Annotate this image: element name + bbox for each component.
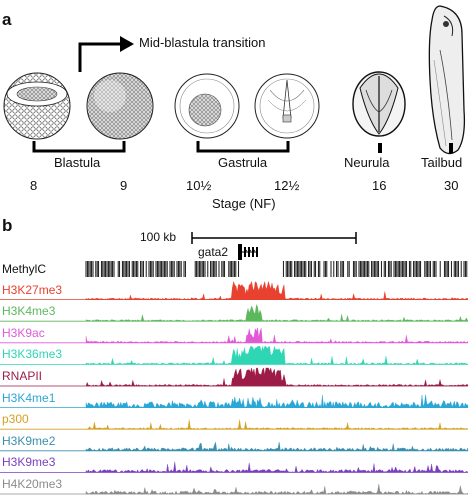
stage-number-10-5: 10½ (186, 178, 212, 193)
track-label-h3k9ac: H3K9ac (2, 325, 45, 340)
group-label-tailbud: Tailbud (421, 155, 463, 170)
embryo-stage-12-5 (254, 73, 320, 139)
panel-b-letter: b (2, 216, 13, 235)
track-signal-h4k20me3 (85, 483, 469, 495)
scale-bar-label: 100 kb (140, 230, 177, 244)
group-label-neurula: Neurula (344, 155, 390, 170)
methylc-track (85, 261, 468, 277)
track-signal-h3k4me1 (85, 394, 469, 409)
blastula-bracket (32, 141, 126, 153)
embryo-stage-30 (428, 5, 466, 155)
group-label-gastrula: Gastrula (218, 155, 268, 170)
embryo-stage-8 (3, 72, 71, 140)
track-signal-h3k36me3 (85, 345, 469, 365)
stage-number-30: 30 (444, 178, 459, 193)
panel-a-letter: a (2, 10, 12, 29)
track-label-h3k9me3: H3K9me3 (2, 455, 56, 470)
embryo-stage-9 (86, 72, 154, 140)
stage-number-9: 9 (120, 178, 128, 193)
track-signal-rnapii (85, 367, 469, 387)
track-label-h3k27me3: H3K27me3 (2, 282, 63, 297)
track-signal-h3k9ac (85, 327, 469, 344)
track-signal-h3k9me3 (85, 461, 469, 473)
group-label-blastula: Blastula (54, 155, 101, 170)
stage-number-16: 16 (372, 178, 387, 193)
stage-number-8: 8 (30, 178, 38, 193)
gene-label: gata2 (198, 245, 229, 259)
track-label-h3k4me1: H3K4me1 (2, 390, 56, 405)
scale-bar (191, 232, 357, 244)
stage-axis-label: Stage (NF) (212, 196, 276, 211)
track-signal-p300 (85, 419, 469, 430)
mbt-arrow (78, 36, 134, 72)
chip-seq-tracks (0, 280, 469, 495)
tailbud-tick (449, 143, 453, 153)
track-label-rnapii: RNAPII (2, 369, 43, 383)
embryo-stage-16 (352, 71, 406, 137)
stage-number-12-5: 12½ (274, 178, 300, 193)
methylc-label: MethylC (2, 262, 47, 276)
gastrula-bracket (196, 141, 290, 153)
track-signal-h3k27me3 (85, 280, 469, 300)
track-signal-h3k9me2 (85, 441, 469, 452)
track-label-h3k36me3: H3K36me3 (2, 347, 63, 362)
neurula-tick (378, 143, 382, 153)
embryo-stage-10-5 (174, 73, 240, 139)
gene-model-gata2 (238, 244, 258, 260)
mbt-label: Mid-blastula transition (139, 35, 266, 50)
track-label-h3k9me2: H3K9me2 (2, 433, 56, 448)
track-signal-h3k4me3 (85, 304, 469, 322)
track-label-p300: p300 (2, 412, 29, 427)
track-label-h3k4me3: H3K4me3 (2, 304, 56, 319)
track-label-h4k20me3: H4K20me3 (2, 477, 63, 491)
